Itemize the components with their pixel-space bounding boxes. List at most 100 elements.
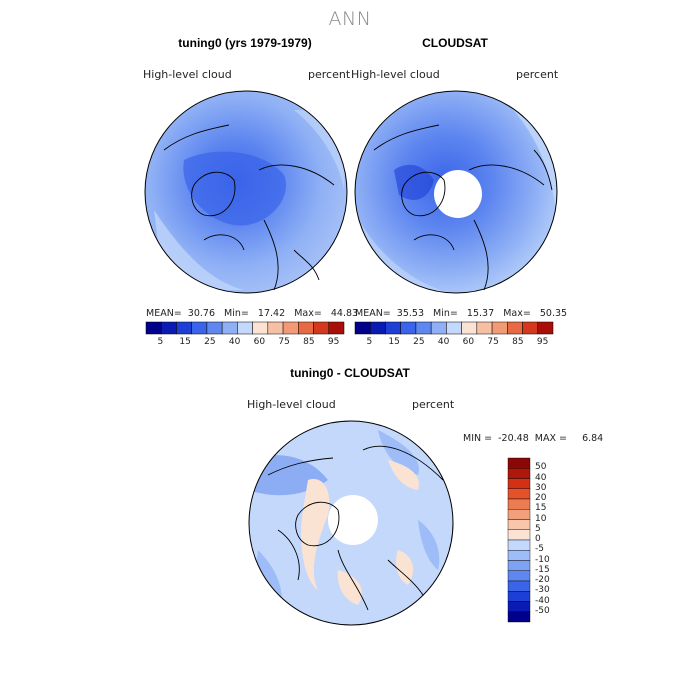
diff-colorbar-swatch (507, 611, 531, 623)
colorbar-tick-label: 75 (487, 337, 499, 347)
colorbar-tick-label: 15 (179, 337, 191, 347)
colorbar-swatch (507, 321, 523, 335)
diff-title: tuning0 - CLOUDSAT (290, 366, 410, 380)
panel-2-coastlines (373, 124, 553, 291)
diff-colorbar-tick-label: 50 (535, 462, 547, 473)
colorbar-swatch (369, 321, 386, 335)
colorbar-tick-label: 85 (303, 337, 315, 347)
colorbar-swatch (430, 321, 447, 335)
colorbar-swatch (252, 321, 269, 335)
panel-2-colorbar (354, 321, 554, 335)
diff-colorbar-tick-label: 15 (535, 503, 547, 514)
panel-2-polar-map (354, 90, 558, 294)
colorbar-swatch (160, 321, 177, 335)
diff-missing-data-hole (328, 495, 378, 545)
diff-colorbar-tick-label: -15 (535, 564, 550, 575)
colorbar-tick-label: 95 (327, 337, 340, 347)
colorbar-tick-label: 40 (228, 337, 241, 347)
panel-1-colorbar-ticks: 5 15 25 40 60 75 85 95 (146, 337, 344, 349)
colorbar-swatch (282, 321, 299, 335)
colorbar-tick-label: 5 (366, 337, 373, 347)
colorbar-swatch (221, 321, 238, 335)
colorbar-swatch (206, 321, 223, 335)
colorbar-swatch (267, 321, 284, 335)
panel-1-title: tuning0 (yrs 1979-1979) (178, 36, 312, 50)
diff-colorbar-swatch (507, 539, 531, 551)
colorbar-swatch (354, 321, 371, 335)
figure-title: ANN (328, 8, 372, 30)
panel-2-stats: MEAN= 35.53 Min= 15.37 Max= 50.35 (355, 308, 568, 319)
diff-colorbar-swatch (507, 509, 531, 520)
panel-1-coastlines (163, 124, 335, 291)
panel-1-colorbar (145, 321, 345, 335)
panel-1-stats: MEAN= 30.76 Min= 17.42 Max= 44.83 (146, 308, 359, 319)
diff-colorbar-tick-label: -40 (535, 595, 550, 606)
diff-colorbar-tick-label: -30 (535, 585, 550, 596)
diff-colorbar-swatch (507, 529, 531, 541)
diff-stats: MIN = -20.48 MAX = 6.84 (463, 433, 604, 444)
diff-colorbar-swatch (507, 591, 531, 602)
colorbar-tick-label: 85 (512, 337, 524, 347)
colorbar-swatch (145, 321, 162, 335)
colorbar-tick-label: 5 (157, 337, 164, 347)
diff-colorbar-swatch (507, 560, 531, 571)
panel-1-variable: High-level cloud (143, 68, 232, 81)
diff-colorbar-swatch (507, 580, 531, 592)
diff-colorbar-tick-label: -5 (535, 544, 544, 555)
panel-2-variable: High-level cloud (351, 68, 440, 81)
colorbar-swatch (400, 321, 417, 335)
colorbar-tick-label: 95 (536, 337, 549, 347)
diff-colorbar-tick-label: 30 (535, 482, 547, 493)
colorbar-swatch (191, 321, 208, 335)
colorbar-tick-label: 15 (388, 337, 400, 347)
diff-colorbar-tick-label: 10 (535, 513, 547, 524)
diff-colorbar-tick-label: -20 (535, 575, 550, 585)
colorbar-tick-label: 25 (413, 337, 425, 347)
colorbar-swatch (298, 321, 314, 335)
diff-colorbar-swatch (507, 478, 531, 489)
colorbar-swatch (491, 321, 508, 335)
diff-variable: High-level cloud (247, 398, 336, 411)
diff-colorbar-tick-label: -10 (535, 554, 550, 565)
colorbar-swatch (385, 321, 401, 335)
panel-1-map-border (144, 90, 348, 294)
diff-map-border (248, 420, 454, 626)
panel-1-polar-map (144, 90, 348, 294)
colorbar-swatch (415, 321, 432, 335)
diff-colorbar-tick-label: 20 (535, 493, 547, 503)
diff-colorbar-swatch (507, 519, 531, 530)
colorbar-swatch (461, 321, 478, 335)
panel-2-title: CLOUDSAT (422, 36, 488, 50)
colorbar-tick-label: 60 (253, 337, 266, 347)
colorbar-swatch (446, 321, 462, 335)
colorbar-swatch (237, 321, 253, 335)
colorbar-swatch (176, 321, 192, 335)
colorbar-swatch (476, 321, 493, 335)
diff-colorbar-swatch (507, 498, 531, 510)
panel-2-map-border (354, 90, 558, 294)
colorbar-swatch (313, 321, 330, 335)
diff-colorbar-tick-label: 5 (535, 523, 541, 534)
colorbar-tick-label: 75 (278, 337, 290, 347)
diff-colorbar-ticks: 50 40 30 20 15 10 5 0 -5 -10 -15 -20 -30 -40 -50 (535, 458, 575, 622)
colorbar-tick-label: 60 (462, 337, 475, 347)
diff-coastlines (267, 445, 444, 611)
panel-2-missing-data-hole (434, 170, 482, 218)
diff-colorbar-swatch (507, 457, 531, 469)
panel-2-colorbar-ticks: 5 15 25 40 60 75 85 95 (355, 337, 553, 349)
panel-1-units: percent (308, 68, 351, 81)
diff-units: percent (412, 398, 455, 411)
colorbar-swatch (328, 321, 345, 335)
diff-colorbar-swatch (507, 570, 531, 582)
diff-colorbar-tick-label: -50 (535, 605, 550, 616)
colorbar-swatch (537, 321, 554, 335)
diff-colorbar-tick-label: 40 (535, 472, 547, 483)
diff-colorbar-swatch (507, 550, 531, 561)
diff-colorbar-swatch (507, 601, 531, 612)
panel-2-units: percent (516, 68, 559, 81)
diff-colorbar (507, 457, 531, 623)
colorbar-tick-label: 25 (204, 337, 216, 347)
colorbar-swatch (522, 321, 539, 335)
diff-colorbar-swatch (507, 468, 531, 479)
diff-colorbar-swatch (507, 488, 531, 500)
